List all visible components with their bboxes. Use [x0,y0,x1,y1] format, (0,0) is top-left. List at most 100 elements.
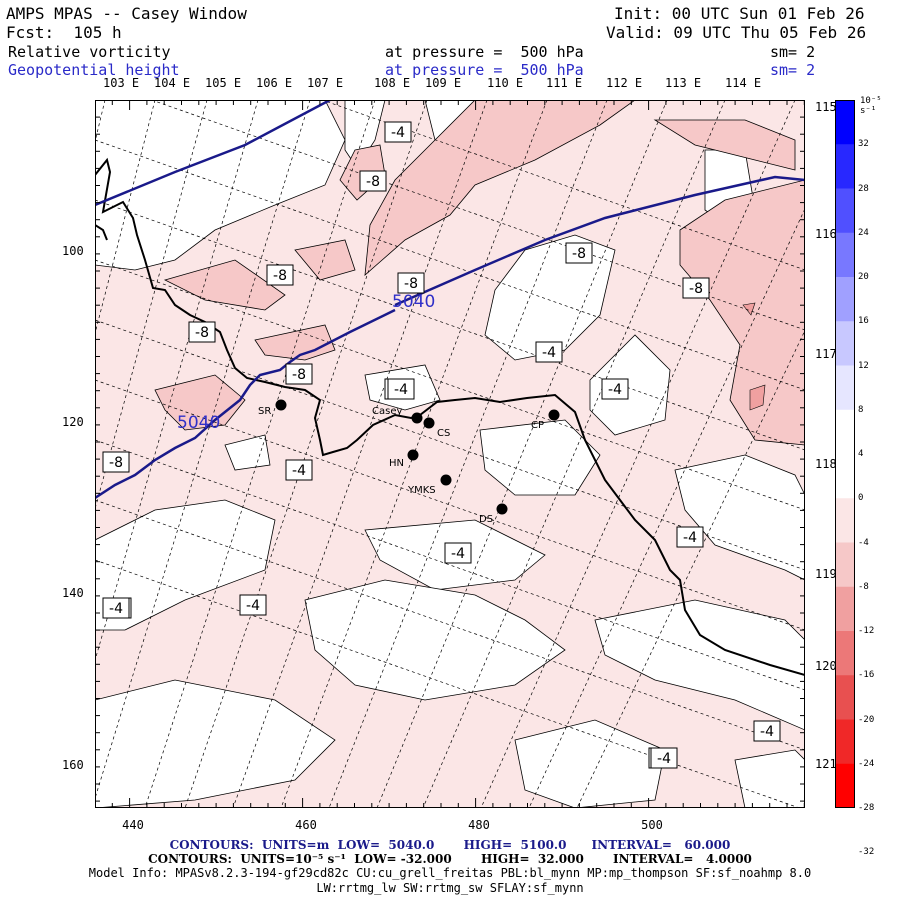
y-tick-label: 120 [62,415,84,429]
svg-text:-4: -4 [451,546,465,562]
grid-line [95,100,156,335]
svg-text:-8: -8 [195,325,209,341]
stations: SR Casey CS CP HN YMKS DS [258,399,560,525]
svg-text:-8: -8 [109,455,123,471]
x-tick-label: 460 [295,818,317,832]
svg-text:-4: -4 [760,724,774,740]
grid-line [422,100,726,808]
height-contour-5040-south [95,308,396,500]
grid-line [328,100,608,808]
longitude-label: 113 E [665,76,702,90]
longitude-label: 112 E [606,76,643,90]
y-tick-label: 100 [62,244,84,258]
colorbar-swatch [835,100,855,145]
vorticity-labels: -4-8-8-8-8-8-8-4-8-4-4-4-8-4-8-4-4-4-4-4… [102,121,781,769]
colorbar-label: 8 [858,404,864,415]
longitude-label: 110 E [487,76,524,90]
x-tick-label: 500 [641,818,663,832]
svg-text:-8: -8 [689,281,703,297]
colorbar-label: -20 [858,714,875,725]
vorticity-contour-label: -4 [239,594,267,616]
longitude-label: 106 E [256,76,293,90]
colorbar [835,100,855,808]
colorbar-label: 24 [858,227,869,238]
colorbar-swatch [835,365,855,411]
field2-name: Geopotential height [8,61,180,79]
colorbar-swatch [835,232,855,278]
colorbar-swatch [835,631,855,676]
colorbar-label: -28 [858,803,875,813]
station-label: CS [437,428,450,439]
height-label: 5040 [392,292,435,312]
vorticity-contour-label: -4 [285,459,313,481]
colorbar-label: 20 [858,272,869,282]
svg-text:-4: -4 [292,463,306,479]
vorticity-contour-label: -8 [359,170,387,192]
station-marker [440,474,452,486]
svg-text:-8: -8 [366,174,380,190]
vorticity-contour-label: -8 [682,277,710,299]
svg-text:-8: -8 [404,276,418,292]
map-frame [95,100,805,808]
colorbar-label: 32 [858,139,869,150]
colorbar-swatch [835,144,855,189]
station-marker [275,399,287,411]
map-plot: 5040 5040 -4-8-8-8-8-8-8-4-8-4-4-4-8-4-8… [95,100,805,808]
field2-level: at pressure = 500 hPa [385,61,584,79]
vorticity-contour-label: -8 [397,272,425,294]
station-label: DS [479,514,493,525]
field2-smoothing: sm= 2 [770,61,816,79]
colorbar-label: 28 [858,183,869,194]
init-time: Init: 00 UTC Sun 01 Feb 26 [614,4,865,23]
station-label: HN [389,458,404,469]
model-info: Model Info: MPASv8.2.3-194-gf29cd82c CU:… [88,866,812,880]
colorbar-swatch [835,719,855,765]
colorbar-swatch [835,277,855,322]
colorbar-swatch [835,763,855,808]
longitude-label: 103 E [103,76,140,90]
colorbar-label: -16 [858,670,875,681]
coastline [95,157,805,676]
x-tick-label: 480 [468,818,490,832]
svg-text:-4: -4 [542,345,556,361]
vorticity-contour-label: -4 [387,378,415,400]
colorbar-swatch [835,454,855,499]
plot-title: AMPS MPAS -- Casey Window [6,4,247,23]
longitude-label: 105 E [205,76,242,90]
colorbar-swatch [835,409,855,455]
svg-text:-4: -4 [109,601,123,617]
colorbar-swatch [835,586,855,632]
vorticity-minus8-regions [154,100,805,446]
svg-text:-4: -4 [608,382,622,398]
svg-text:-4: -4 [657,751,671,767]
grid-line [95,100,259,662]
valid-time: Valid: 09 UTC Thu 05 Feb 26 [606,23,867,42]
colorbar-label: -32 [858,847,875,858]
colorbar-swatch [835,498,855,543]
svg-text:-8: -8 [292,367,306,383]
vorticity-contour-label: -8 [102,451,130,473]
colorbar-label: -24 [858,758,875,769]
longitude-label: 111 E [546,76,583,90]
vorticity-contour-label: -4 [650,747,678,769]
colorbar-label: -12 [858,626,875,636]
field1-name: Relative vorticity [8,43,171,61]
vorticity-contour-label: -4 [753,720,781,742]
colorbar-label: -4 [858,537,869,548]
vorticity-contour-label: -8 [266,264,294,286]
vorticity-contour-label: -4 [601,378,629,400]
forecast-hour: Fcst: 105 h [6,23,122,42]
colorbar-swatch [835,675,855,720]
colorbar-label: 4 [858,449,864,459]
vorticity-contour-label: -8 [285,363,313,385]
axis-ticks [95,100,805,808]
station-label: YMKS [407,485,436,496]
colorbar-label: 0 [858,493,864,504]
colorbar-label: 16 [858,316,869,327]
colorbar-swatch [835,542,855,588]
longitude-label: 108 E [374,76,411,90]
vorticity-contour-label: -4 [102,597,130,619]
station-marker [423,417,435,429]
height-contour-5040-north [95,100,331,207]
x-tick-label: 440 [122,818,144,832]
